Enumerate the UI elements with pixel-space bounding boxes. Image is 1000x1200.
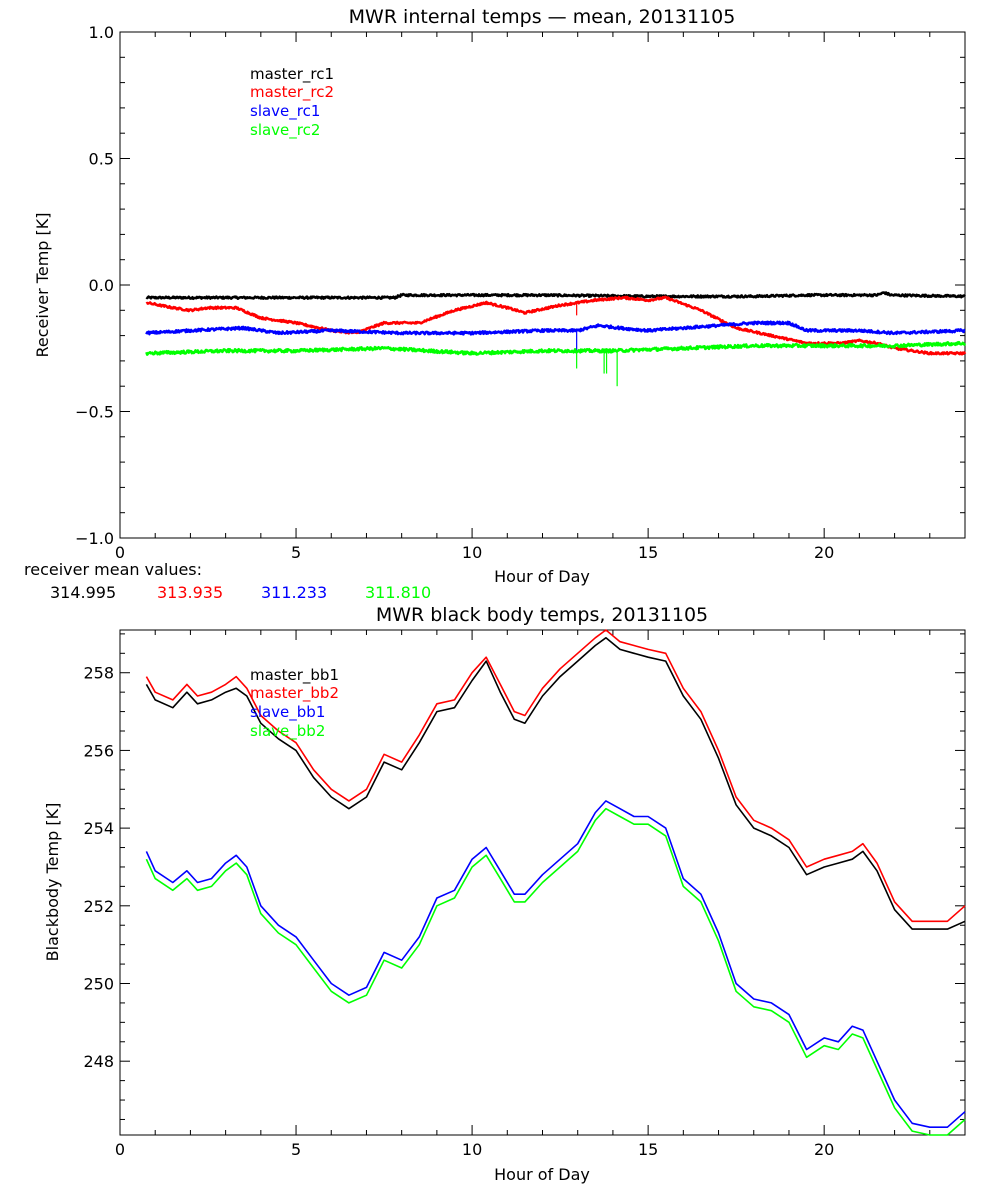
series-master-rc1 <box>145 291 966 300</box>
legend-entry-master-bb1: master_bb1 <box>250 666 339 685</box>
chart-title: MWR internal temps — mean, 20131105 <box>349 6 736 28</box>
series-slave-bb2 <box>145 807 966 1136</box>
mean-values-label: receiver mean values: <box>24 560 202 579</box>
series-slave-rc2 <box>145 341 967 356</box>
mean-value-master-rc2: 313.935 <box>157 583 223 602</box>
y-axis-label: Receiver Temp [K] <box>33 212 52 357</box>
x-axis-label: Hour of Day <box>494 567 590 586</box>
y-tick-label: 0.0 <box>89 276 114 295</box>
chart-blackbody-temps: MWR black body temps, 20131105 0 5 10 15 20 2… <box>43 604 966 1184</box>
series-master-rc2 <box>145 295 967 356</box>
legend-entry-slave-rc2: slave_rc2 <box>250 121 320 140</box>
x-tick-label: 20 <box>814 543 834 562</box>
plot-frame <box>119 31 966 539</box>
mean-value-slave-rc2: 311.810 <box>365 583 431 602</box>
y-tick-label: 1.0 <box>89 23 114 42</box>
legend: master_rc1 master_rc2 slave_rc1 slave_rc… <box>250 65 334 140</box>
series-group <box>145 291 967 387</box>
y-tick-label: 254 <box>83 819 114 838</box>
mean-values-block: receiver mean values: 314.995 313.935 31… <box>24 560 431 602</box>
series-master-bb2 <box>145 629 966 923</box>
legend: master_bb1 master_bb2 slave_bb1 slave_bb… <box>250 666 339 741</box>
x-tick-label: 15 <box>638 1140 658 1159</box>
x-tick-label: 0 <box>115 543 125 562</box>
legend-entry-slave-rc1: slave_rc1 <box>250 102 320 121</box>
y-tick-label: −1.0 <box>75 529 114 548</box>
y-tick-label: 256 <box>83 741 114 760</box>
legend-entry-slave-bb2: slave_bb2 <box>250 722 325 741</box>
series-slave-bb1 <box>145 800 966 1128</box>
y-tick-label: 258 <box>83 664 114 683</box>
mean-value-master-rc1: 314.995 <box>50 583 116 602</box>
legend-entry-master-rc2: master_rc2 <box>250 83 334 102</box>
chart-internal-temps: MWR internal temps — mean, 20131105 0 5 10… <box>33 6 967 586</box>
y-axis-label: Blackbody Temp [K] <box>43 803 62 962</box>
legend-entry-slave-bb1: slave_bb1 <box>250 703 325 722</box>
axis-ticks: 0 5 10 15 20 −1.0 −0.5 0.0 0.5 1.0 <box>75 23 966 562</box>
y-tick-label: 248 <box>83 1052 114 1071</box>
x-tick-label: 0 <box>115 1140 125 1159</box>
x-tick-label: 20 <box>814 1140 834 1159</box>
legend-entry-master-bb2: master_bb2 <box>250 684 339 703</box>
y-tick-label: 250 <box>83 975 114 994</box>
y-tick-label: −0.5 <box>75 403 114 422</box>
x-tick-label: 10 <box>462 543 482 562</box>
x-tick-label: 15 <box>638 543 658 562</box>
y-tick-label: 252 <box>83 897 114 916</box>
x-tick-label: 5 <box>291 1140 301 1159</box>
x-tick-label: 10 <box>462 1140 482 1159</box>
x-axis-label: Hour of Day <box>494 1165 590 1184</box>
mean-value-slave-rc1: 311.233 <box>261 583 327 602</box>
series-master-bb1 <box>145 637 966 930</box>
legend-entry-master-rc1: master_rc1 <box>250 65 334 84</box>
axis-ticks: 0 5 10 15 20 248 250 252 254 256 258 <box>83 630 966 1159</box>
series-group <box>145 629 966 1136</box>
chart-title: MWR black body temps, 20131105 <box>376 604 708 626</box>
series-slave-rc1 <box>145 320 966 336</box>
x-tick-label: 5 <box>291 543 301 562</box>
y-tick-label: 0.5 <box>89 150 114 169</box>
